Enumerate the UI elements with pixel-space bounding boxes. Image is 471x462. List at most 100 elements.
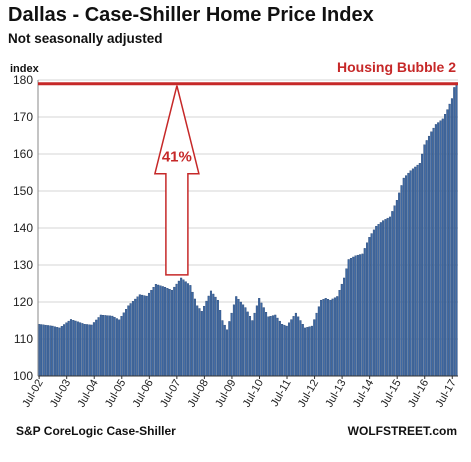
x-tick-label: Jul-08 <box>186 378 211 410</box>
bar <box>430 131 433 377</box>
bar <box>434 124 437 377</box>
bar <box>317 306 320 377</box>
bar <box>352 256 355 377</box>
y-tick-label: 160 <box>13 147 33 161</box>
bar <box>65 322 68 377</box>
bar <box>366 242 369 377</box>
bar <box>425 140 428 377</box>
bar <box>106 315 109 377</box>
bar <box>230 312 233 377</box>
bar <box>253 312 256 377</box>
bar <box>88 324 91 377</box>
bar <box>437 122 440 377</box>
bar <box>345 268 348 377</box>
bar <box>274 314 277 377</box>
bar <box>411 168 414 377</box>
bar <box>108 315 112 377</box>
bar <box>285 325 288 377</box>
bar <box>377 224 380 377</box>
bar <box>347 259 350 377</box>
bar <box>189 285 192 377</box>
bar <box>193 298 196 377</box>
bar <box>122 312 125 377</box>
bar <box>283 324 286 377</box>
bar <box>72 320 75 377</box>
bar <box>173 286 176 377</box>
bar <box>441 118 444 377</box>
x-tick-label: Jul-11 <box>269 378 294 409</box>
bar <box>400 185 403 377</box>
bar <box>143 295 146 377</box>
chart-title: Dallas - Case-Shiller Home Price Index <box>8 4 374 26</box>
bar <box>327 299 330 377</box>
bar <box>372 229 375 377</box>
bar <box>74 320 77 377</box>
bar <box>168 288 171 377</box>
y-tick-label: 140 <box>13 221 33 235</box>
bar <box>246 311 249 377</box>
bar <box>53 326 56 377</box>
bar <box>237 299 240 377</box>
bar <box>205 300 208 377</box>
percent-label: 41% <box>162 149 192 166</box>
bar <box>184 281 187 377</box>
bar <box>359 254 362 377</box>
bar <box>191 291 194 377</box>
bar <box>49 325 52 377</box>
bar <box>432 127 435 377</box>
bar <box>92 322 95 377</box>
bar <box>118 319 121 377</box>
bar <box>306 327 309 377</box>
bar <box>244 307 247 377</box>
bar <box>294 312 297 377</box>
bar <box>239 301 242 377</box>
bar <box>395 200 398 377</box>
bar <box>444 114 447 377</box>
bar <box>131 301 134 377</box>
bar <box>368 237 371 377</box>
bar <box>322 299 325 377</box>
bar-series <box>37 82 458 377</box>
bar <box>95 319 98 377</box>
bar <box>340 283 343 377</box>
bar <box>200 311 203 377</box>
bar <box>308 326 311 377</box>
bar <box>203 305 206 377</box>
bar <box>361 253 364 377</box>
bar <box>292 316 295 377</box>
bar <box>331 298 334 377</box>
bar <box>196 305 199 377</box>
bar <box>290 319 293 377</box>
bar <box>287 322 291 377</box>
bar <box>147 292 151 377</box>
bar <box>405 175 408 377</box>
y-tick-label: 180 <box>13 73 33 87</box>
bar <box>271 315 274 377</box>
y-tick-label: 150 <box>13 184 33 198</box>
x-tick-label: Jul-15 <box>378 378 403 410</box>
bar <box>136 296 139 377</box>
bar <box>127 305 130 377</box>
bar <box>260 302 263 377</box>
bar <box>177 280 180 377</box>
bar <box>304 327 307 377</box>
bar <box>221 320 224 377</box>
bar <box>83 324 86 377</box>
y-tick-label: 170 <box>13 110 33 124</box>
bar <box>388 216 392 377</box>
bar <box>450 98 453 377</box>
bar <box>393 205 396 377</box>
bar <box>258 298 261 377</box>
bar <box>223 324 226 377</box>
x-tick-label: Jul-04 <box>75 378 100 410</box>
publisher-brand: WOLFSTREET.com <box>347 424 457 438</box>
bar <box>159 285 162 377</box>
bar <box>175 283 178 377</box>
bar <box>349 258 353 377</box>
y-tick-label: 100 <box>13 369 33 383</box>
bar <box>455 82 458 377</box>
bar <box>47 325 50 377</box>
bar <box>63 324 66 377</box>
reference-line-label: Housing Bubble 2 <box>337 59 456 75</box>
